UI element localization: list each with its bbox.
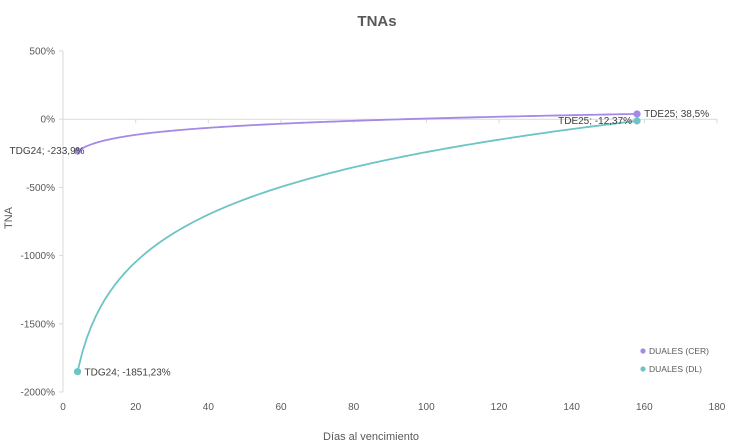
legend-entry: DUALES (CER) [649,346,709,356]
legend-entry: DUALES (DL) [649,364,702,374]
x-tick-label: 140 [563,402,580,413]
y-tick-label: 0% [41,115,56,126]
x-tick-label: 80 [348,402,360,413]
x-tick-label: 180 [709,402,726,413]
data-point [73,147,82,155]
y-tick-label: -1000% [21,251,56,262]
y-axis-title: TNA [3,206,15,229]
data-label: TDE25; -12,37% [558,116,632,127]
trendline-0 [77,113,638,152]
x-tick-label: 160 [636,402,653,413]
x-tick-label: 100 [418,402,435,413]
x-tick-label: 0 [60,402,66,413]
x-axis-title: Días al vencimiento [323,431,419,443]
legend-marker [640,348,646,354]
x-tick-label: 40 [203,402,215,413]
data-points [73,110,641,376]
data-labels: TDG24; -233,9% TDE25; 38,5% TDG24; -1851,2… [9,109,709,379]
legend-marker [640,366,646,372]
data-label: TDG24; -1851,23% [85,368,171,379]
y-tick-label: -2000% [21,388,56,399]
y-tick-label: -500% [26,183,55,194]
x-tick-label: 20 [130,402,142,413]
data-point [633,117,641,125]
data-label: TDG24; -233,9% [9,146,84,157]
y-tick-label: 500% [29,47,55,58]
data-point [633,110,641,118]
trendline-1 [76,119,638,372]
data-point [73,368,82,376]
legend: DUALES (CER) DUALES (DL) [640,346,709,374]
axes: 500% 0% -500% -1000% -1500% -2000% 0 20 40 60 80 10… [21,47,726,414]
x-tick-label: 60 [275,402,287,413]
trendlines [76,113,638,372]
y-tick-label: -1500% [21,319,56,330]
x-tick-label: 120 [491,402,508,413]
data-label: TDE25; 38,5% [644,109,709,120]
chart-title: TNAs [357,13,396,30]
